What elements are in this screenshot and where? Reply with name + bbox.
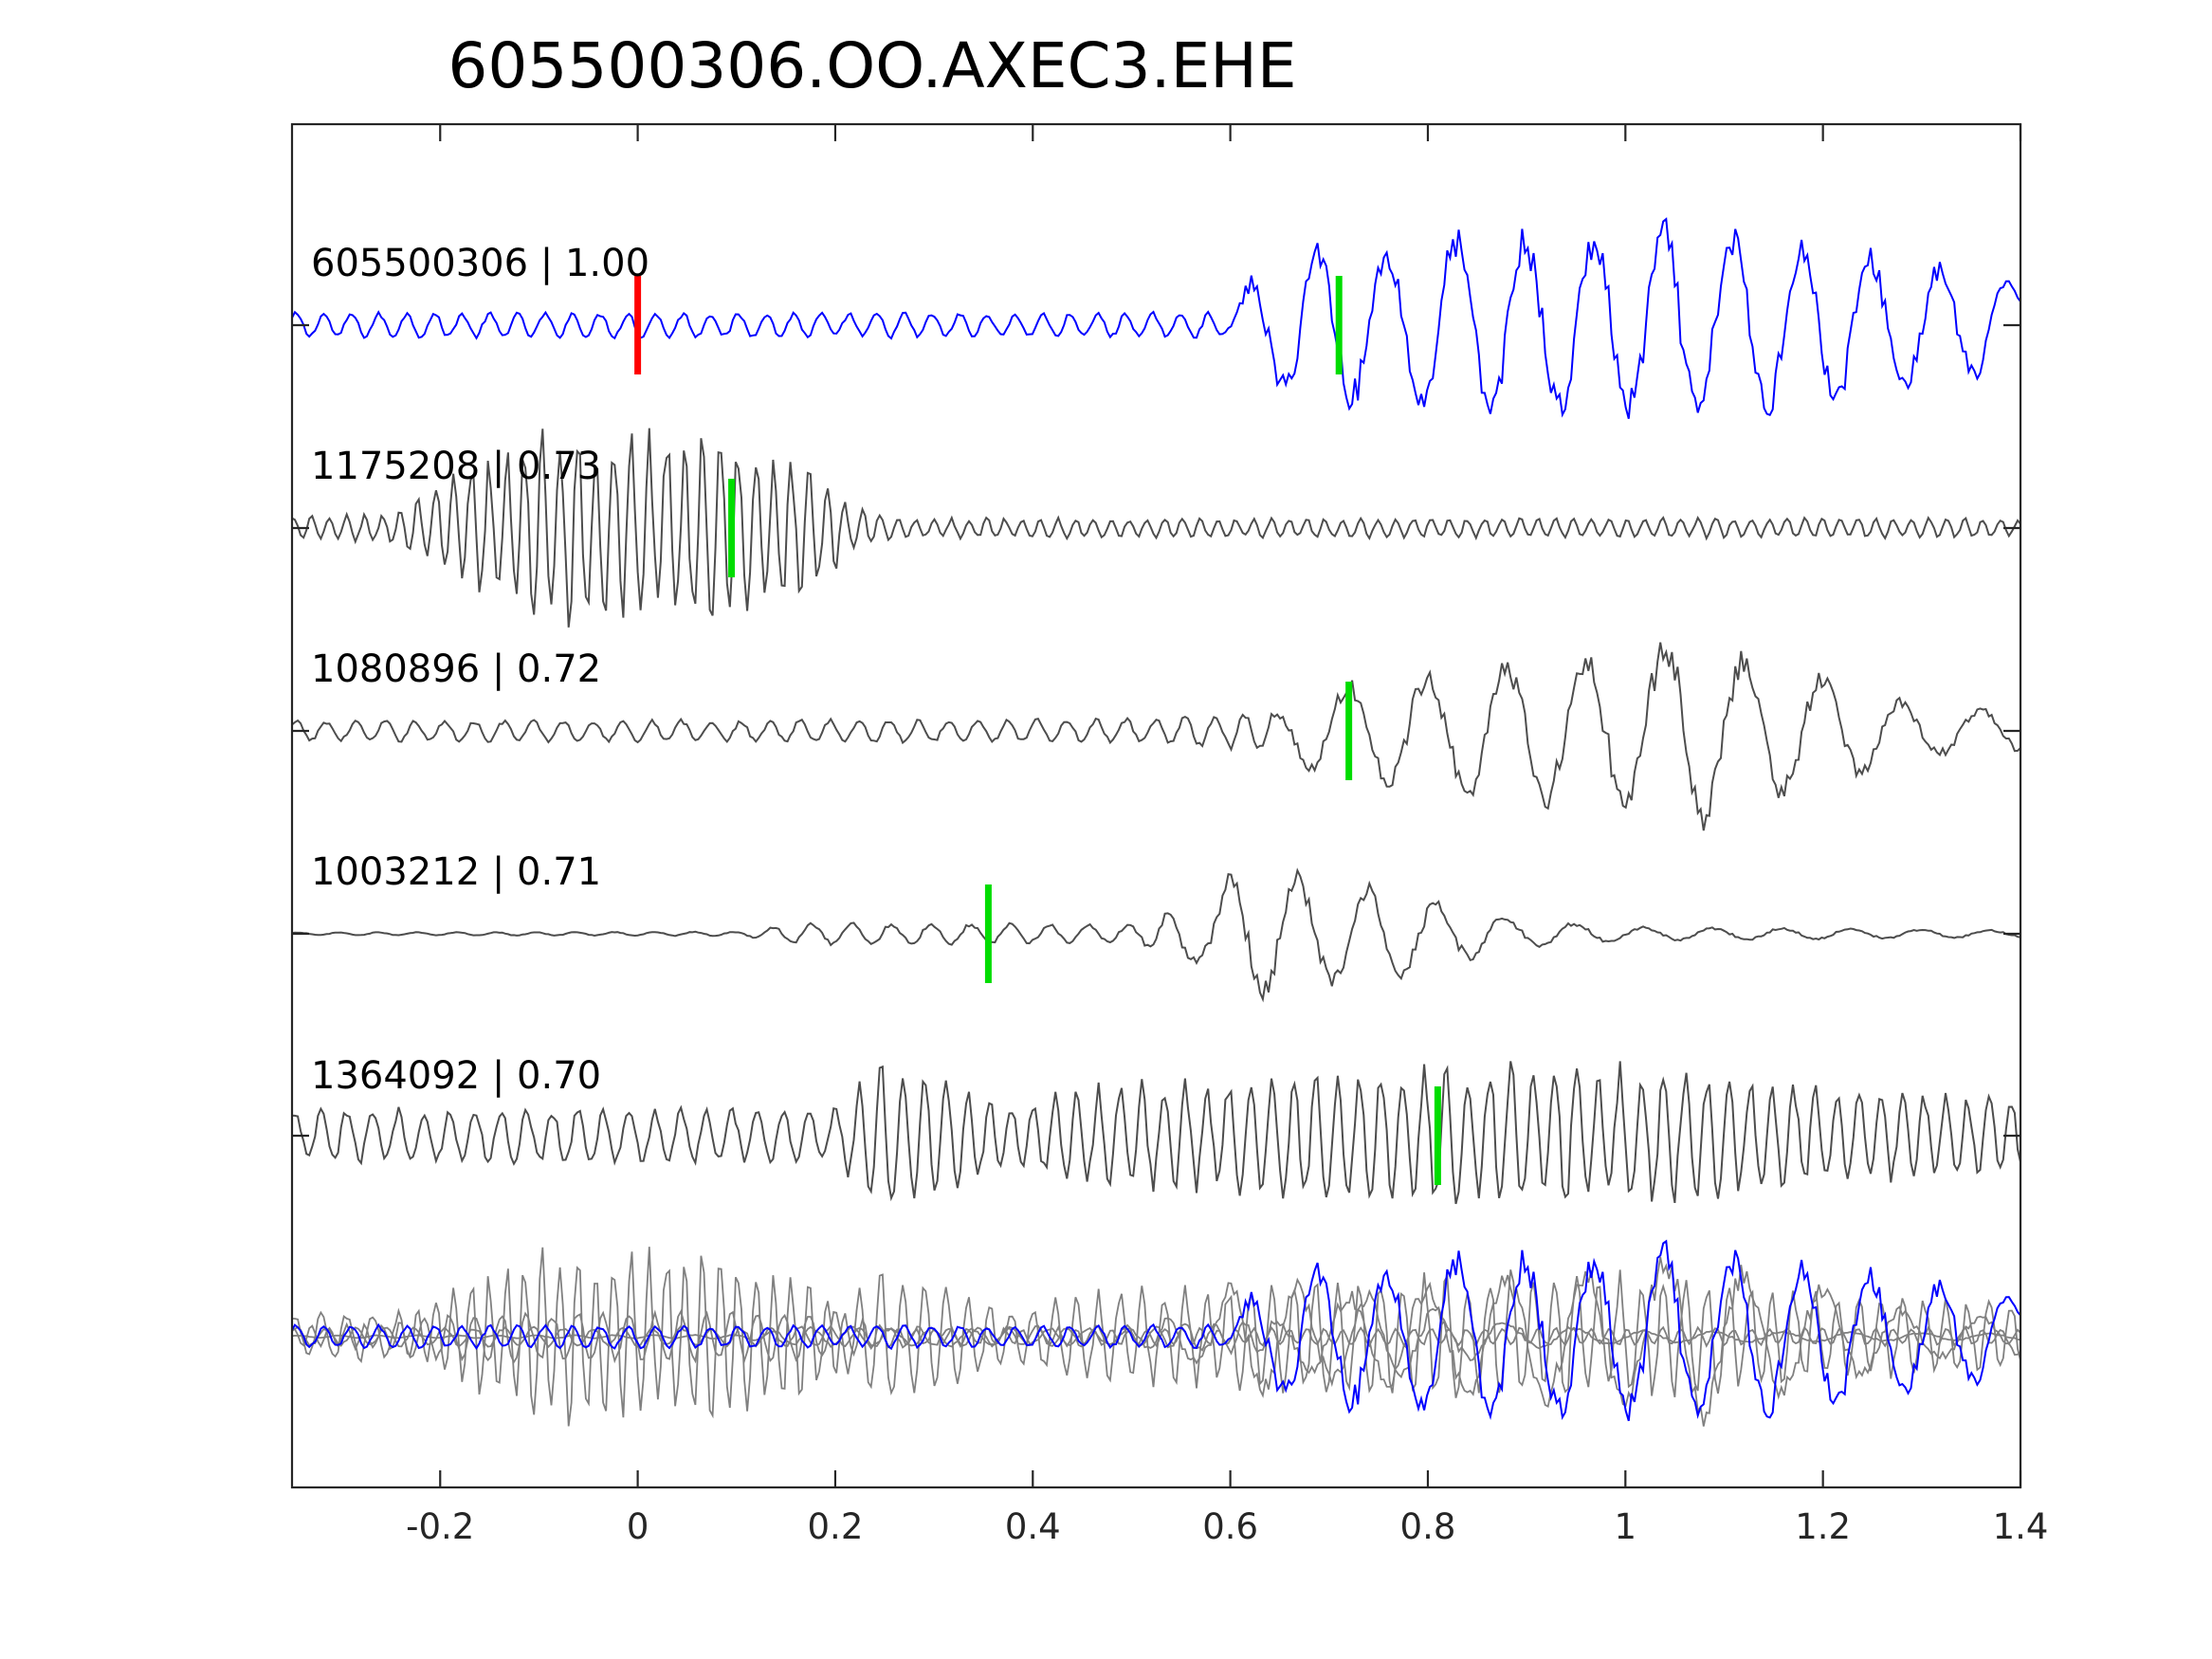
overlay-traces bbox=[291, 1239, 2021, 1427]
trace-label-605500306: 605500306 | 1.00 bbox=[311, 242, 649, 285]
x-axis-ticks bbox=[439, 124, 2022, 1487]
overlay-series-1364092 bbox=[291, 1269, 2021, 1398]
x-tick-label: 1.4 bbox=[1993, 1506, 2049, 1547]
x-tick-label: 0 bbox=[627, 1506, 649, 1547]
x-tick-label: 1 bbox=[1615, 1506, 1637, 1547]
traces-layer bbox=[291, 217, 2021, 1427]
trace-series-1364092 bbox=[291, 1061, 2021, 1205]
trace-series-1003212 bbox=[291, 867, 2021, 1003]
trace-labels: 605500306 | 1.00 1175208 | 0.73 1080896 | … bbox=[311, 242, 649, 1098]
trace-label-1364092: 1364092 | 0.70 bbox=[311, 1054, 601, 1098]
trace-series-1080896 bbox=[291, 642, 2021, 831]
x-tick-label: 0.8 bbox=[1400, 1506, 1456, 1547]
overlay-series-1003212 bbox=[291, 1277, 2021, 1398]
overlay-series-1175208 bbox=[291, 1247, 2021, 1427]
trace-series-1175208 bbox=[291, 428, 2021, 628]
trace-label-1003212: 1003212 | 0.71 bbox=[311, 850, 601, 894]
x-tick-label: 0.6 bbox=[1202, 1506, 1258, 1547]
x-tick-label: 0.4 bbox=[1005, 1506, 1061, 1547]
chart-title: 605500306.OO.AXEC3.EHE bbox=[448, 29, 1296, 102]
x-axis-tick-labels: -0.2 0 0.2 0.4 0.6 0.8 1 1.2 1.4 bbox=[406, 1506, 2048, 1547]
plot-frame bbox=[290, 122, 2022, 1489]
trace-label-1080896: 1080896 | 0.72 bbox=[311, 647, 601, 691]
trace-series-605500306 bbox=[291, 217, 2021, 419]
overlay-series-605500306 bbox=[291, 1239, 2021, 1422]
x-tick-label: -0.2 bbox=[406, 1506, 474, 1547]
trace-label-1175208: 1175208 | 0.73 bbox=[311, 445, 601, 488]
x-tick-label: 1.2 bbox=[1795, 1506, 1851, 1547]
picks-layer bbox=[634, 276, 1441, 1185]
x-tick-label: 0.2 bbox=[808, 1506, 864, 1547]
